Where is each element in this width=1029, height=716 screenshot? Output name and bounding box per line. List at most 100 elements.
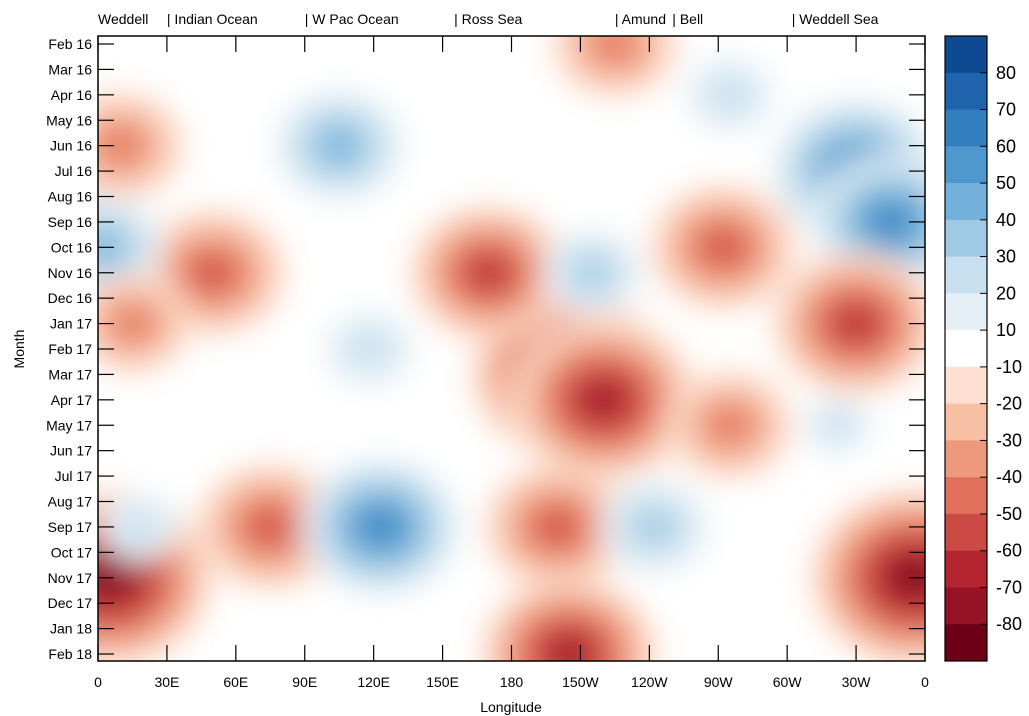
y-tick-label: Nov 17: [48, 570, 93, 586]
x-tick-label: 30W: [842, 674, 872, 690]
colorbar-label: -20: [996, 394, 1022, 414]
x-tick-label: 120E: [357, 674, 390, 690]
y-tick-label: Jan 17: [50, 316, 92, 332]
y-tick-label: May 17: [46, 417, 92, 433]
anomaly-band: [707, 75, 753, 115]
plot-area: [98, 36, 925, 661]
colorbar-swatch: [945, 366, 987, 405]
y-tick-label: May 16: [46, 112, 92, 128]
x-tick-label: 120W: [631, 674, 668, 690]
colorbar-label: -30: [996, 430, 1022, 450]
anomaly-band: [542, 514, 573, 540]
y-tick-label: Aug 17: [48, 494, 93, 510]
colorbar-swatch: [945, 293, 987, 331]
anomaly-band: [556, 643, 582, 661]
y-tick-label: Feb 16: [48, 36, 92, 52]
y-tick-label: Feb 17: [48, 341, 92, 357]
colorbar-label: 60: [996, 136, 1016, 156]
anomaly-band: [104, 131, 138, 160]
anomaly-band: [198, 259, 228, 286]
y-axis-title: Month: [11, 330, 27, 369]
colorbar-swatch: [945, 183, 987, 221]
colorbar-label: 40: [996, 210, 1016, 230]
anomaly-band: [475, 261, 502, 285]
colorbar-swatch: [945, 550, 987, 588]
y-tick-label: Nov 16: [48, 265, 93, 281]
anomaly-band: [635, 511, 673, 543]
x-tick-label: 90E: [292, 674, 317, 690]
colorbar-swatch: [945, 440, 987, 478]
colorbar-label: 80: [996, 63, 1016, 83]
y-tick-label: Jan 18: [50, 621, 92, 637]
anomaly-band: [707, 234, 738, 261]
colorbar-frame: [944, 35, 988, 662]
colorbar-label: -50: [996, 504, 1022, 524]
anomaly-band: [877, 210, 904, 234]
sector-label: Weddell: [98, 11, 148, 27]
anomaly-band: [575, 258, 609, 287]
sector-label: | W Pac Ocean: [305, 11, 399, 27]
y-tick-label: Sep 16: [48, 214, 93, 230]
x-tick-label: 60W: [773, 674, 803, 690]
colorbar-swatch: [945, 403, 987, 441]
sector-label: | Weddell Sea: [792, 11, 879, 27]
y-tick-label: Dec 17: [48, 595, 93, 611]
anomaly-band: [367, 515, 394, 539]
colorbar-label: -80: [996, 614, 1022, 634]
colorbar-swatch: [945, 109, 987, 147]
x-tick-label: 150E: [426, 674, 459, 690]
colorbar: 80 70 60 50 40 30 20 10 -10 -20 -30 -40 -50 -60 -70 -80: [945, 36, 1022, 662]
x-tick-label: 0: [921, 674, 929, 690]
y-tick-label: Jul 17: [55, 468, 93, 484]
anomaly-band: [842, 311, 871, 336]
y-tick-label: Sep 17: [48, 519, 93, 535]
colorbar-swatch: [945, 256, 987, 294]
sector-label: | Indian Ocean: [167, 11, 258, 27]
sector-labels: Weddell | Indian Ocean | W Pac Ocean | Ross…: [98, 11, 879, 27]
anomaly-band: [346, 329, 392, 369]
anomaly-band: [117, 310, 148, 337]
y-tick-label: Apr 17: [51, 392, 92, 408]
y-tick-label: Feb 18: [48, 646, 92, 662]
sector-label: | Bell: [672, 11, 703, 27]
y-axis: Feb 16 Mar 16 Apr 16 May 16 Jun 16 Jul 16 Aug …: [46, 36, 925, 662]
anomaly-field: [98, 36, 925, 661]
colorbar-label: -40: [996, 467, 1022, 487]
y-tick-label: Jul 16: [55, 163, 93, 179]
colorbar-label: -10: [996, 357, 1022, 377]
y-tick-label: Apr 16: [51, 87, 92, 103]
colorbar-swatch: [945, 36, 987, 74]
x-tick-label: 180: [500, 674, 524, 690]
sector-label: | Ross Sea: [454, 11, 522, 27]
x-tick-label: 30E: [154, 674, 179, 690]
colorbar-label: 20: [996, 283, 1016, 303]
y-tick-label: Oct 17: [51, 544, 92, 560]
colorbar-swatch: [945, 587, 987, 625]
anomaly-band: [820, 410, 856, 441]
colorbar-label: -70: [996, 577, 1022, 597]
anomaly-band: [598, 36, 631, 58]
colorbar-swatch: [945, 477, 987, 515]
anomaly-band: [119, 509, 160, 545]
y-tick-label: Mar 17: [48, 366, 92, 382]
y-tick-label: Jun 17: [50, 443, 92, 459]
colorbar-label: 50: [996, 173, 1016, 193]
anomaly-band: [589, 388, 617, 412]
sector-label: | Amund: [615, 11, 666, 27]
x-tick-label: 60E: [223, 674, 248, 690]
colorbar-swatch: [945, 513, 987, 552]
colorbar-label: 30: [996, 247, 1016, 267]
y-tick-label: Aug 16: [48, 189, 93, 205]
colorbar-swatch: [945, 72, 987, 111]
x-tick-label: 90W: [704, 674, 734, 690]
x-tick-label: 150W: [562, 674, 599, 690]
y-tick-label: Oct 16: [51, 239, 92, 255]
y-tick-label: Jun 16: [50, 138, 92, 154]
x-axis-title: Longitude: [480, 699, 542, 715]
y-tick-label: Dec 16: [48, 290, 93, 306]
y-tick-label: Mar 16: [48, 61, 92, 77]
anomaly-band: [713, 411, 746, 440]
colorbar-swatch: [945, 624, 987, 662]
x-tick-label: 0: [94, 674, 102, 690]
